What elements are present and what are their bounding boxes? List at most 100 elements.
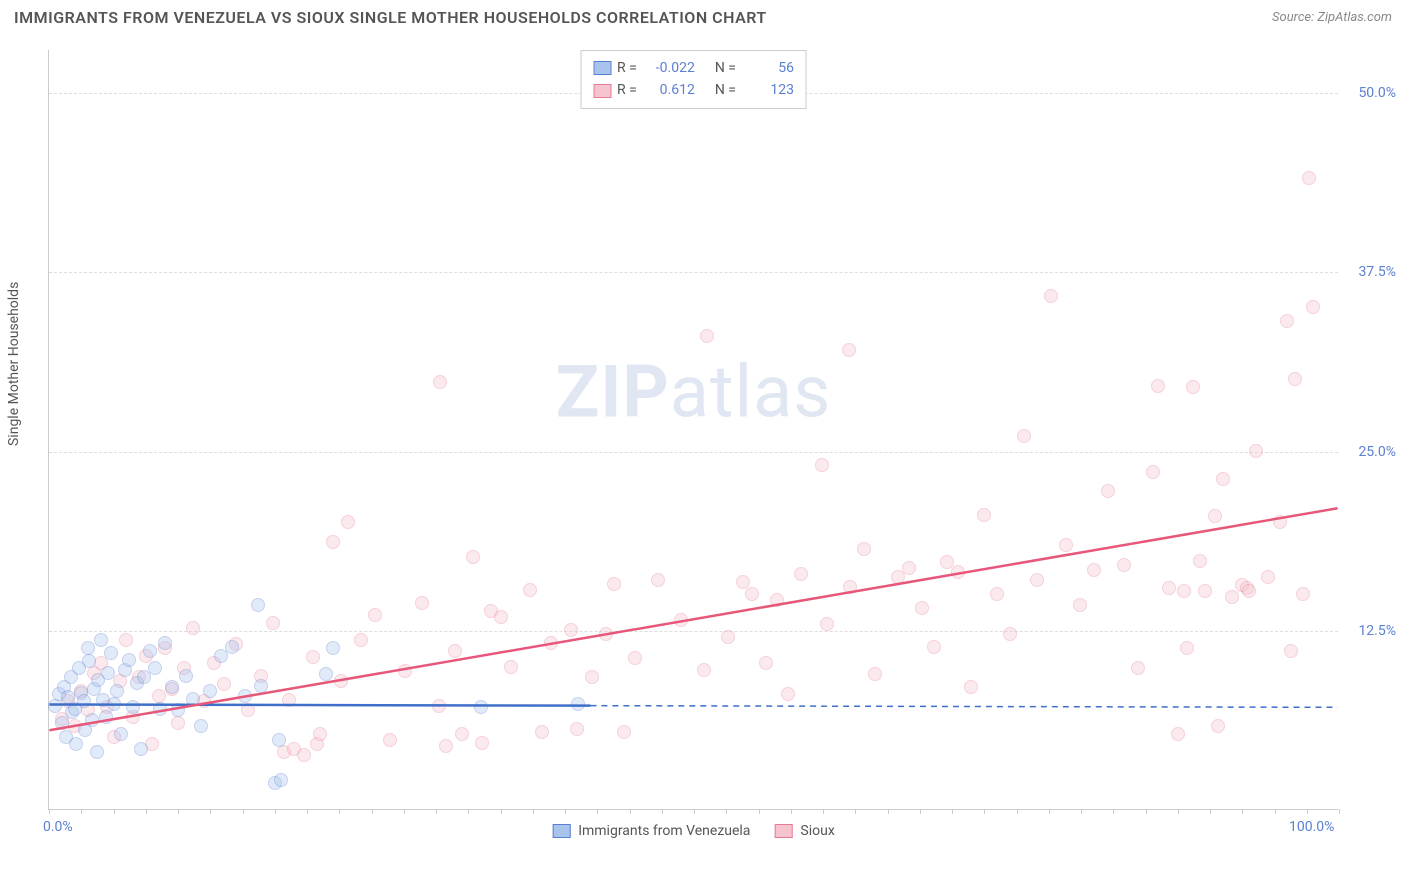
scatter-point-sioux [341,515,355,529]
scatter-point-venezuela [179,669,193,683]
x-axis-tick [114,809,115,814]
scatter-point-venezuela [77,694,91,708]
x-axis-tick [243,809,244,814]
x-axis-tick [855,809,856,814]
x-tick-label: 0.0% [43,819,73,835]
scatter-point-sioux [1030,573,1044,587]
scatter-point-sioux [475,736,489,750]
scatter-point-sioux [433,375,447,389]
scatter-point-venezuela [94,633,108,647]
scatter-point-venezuela [251,598,265,612]
x-axis-tick [662,809,663,814]
scatter-point-sioux [1261,570,1275,584]
scatter-chart: ZIPatlas R = -0.022 N = 56 R = 0.612 N =… [48,50,1338,810]
legend-stats-row-venezuela: R = -0.022 N = 56 [593,57,794,79]
x-axis-tick [178,809,179,814]
scatter-point-sioux [1280,314,1294,328]
scatter-point-sioux [700,329,714,343]
scatter-point-sioux [1146,465,1160,479]
legend-series: Immigrants from Venezuela Sioux [552,823,835,839]
chart-title: IMMIGRANTS FROM VENEZUELA VS SIOUX SINGL… [14,8,767,27]
x-axis-tick [436,809,437,814]
scatter-point-venezuela [143,644,157,658]
x-axis-tick [372,809,373,814]
x-tick-label: 100.0% [1289,819,1334,835]
scatter-point-venezuela [153,702,167,716]
legend-stats: R = -0.022 N = 56 R = 0.612 N = 123 [580,50,807,109]
scatter-point-venezuela [101,666,115,680]
scatter-point-venezuela [126,700,140,714]
x-axis-tick [759,809,760,814]
scatter-point-sioux [617,725,631,739]
scatter-point-sioux [940,555,954,569]
scatter-point-venezuela [238,689,252,703]
scatter-point-sioux [1225,590,1239,604]
scatter-point-sioux [466,550,480,564]
scatter-point-sioux [186,621,200,635]
x-axis-tick [210,809,211,814]
scatter-point-sioux [1216,472,1230,486]
scatter-point-venezuela [122,653,136,667]
scatter-point-venezuela [107,697,121,711]
y-tick-label: 12.5% [1358,623,1396,639]
r-label: R = [617,79,637,101]
scatter-point-venezuela [110,684,124,698]
scatter-point-sioux [1073,598,1087,612]
x-axis-tick [1339,809,1340,814]
x-axis-tick [1049,809,1050,814]
scatter-point-sioux [1087,563,1101,577]
legend-label-venezuela: Immigrants from Venezuela [578,823,750,839]
scatter-point-sioux [282,693,296,707]
x-axis-tick [565,809,566,814]
scatter-point-sioux [439,739,453,753]
scatter-point-sioux [721,630,735,644]
scatter-point-sioux [1284,644,1298,658]
scatter-point-sioux [1211,719,1225,733]
scatter-point-venezuela [272,733,286,747]
scatter-point-sioux [564,623,578,637]
x-axis-tick [468,809,469,814]
scatter-point-sioux [759,656,773,670]
x-axis-tick [1242,809,1243,814]
n-label: N = [715,57,736,79]
legend-item-venezuela: Immigrants from Venezuela [552,823,750,839]
scatter-point-sioux [1162,581,1176,595]
x-axis-tick [984,809,985,814]
scatter-point-sioux [770,593,784,607]
scatter-point-sioux [1193,554,1207,568]
gridline [49,452,1338,453]
legend-item-sioux: Sioux [774,823,834,839]
legend-swatch-venezuela [552,824,570,838]
scatter-point-sioux [494,610,508,624]
scatter-point-venezuela [186,692,200,706]
scatter-point-sioux [504,660,518,674]
scatter-point-sioux [544,636,558,650]
r-label: R = [617,57,637,79]
x-axis-tick [1113,809,1114,814]
scatter-point-venezuela [274,773,288,787]
x-axis-tick [1307,809,1308,814]
scatter-point-sioux [868,667,882,681]
scatter-point-sioux [1180,641,1194,655]
scatter-point-sioux [964,680,978,694]
scatter-point-venezuela [99,710,113,724]
x-axis-tick [823,809,824,814]
scatter-point-venezuela [104,646,118,660]
scatter-point-sioux [266,616,280,630]
scatter-point-sioux [171,716,185,730]
scatter-point-venezuela [90,745,104,759]
x-axis-tick [1081,809,1082,814]
scatter-point-sioux [857,542,871,556]
x-axis-tick [307,809,308,814]
scatter-point-sioux [927,640,941,654]
scatter-point-sioux [607,577,621,591]
x-axis-tick [920,809,921,814]
scatter-point-sioux [326,535,340,549]
x-axis-tick [597,809,598,814]
r-value-sioux: 0.612 [643,79,695,101]
scatter-point-sioux [843,580,857,594]
scatter-point-venezuela [171,703,185,717]
scatter-point-sioux [432,699,446,713]
scatter-point-venezuela [319,667,333,681]
x-axis-tick [726,809,727,814]
